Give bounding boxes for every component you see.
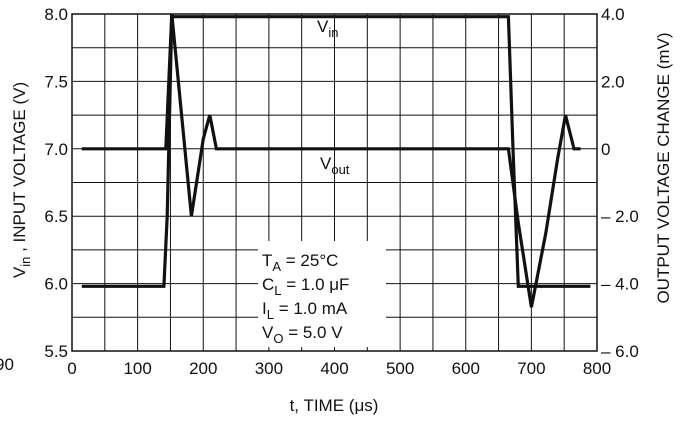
- y-right-tick-label: – 4.0: [601, 275, 639, 294]
- x-tick-label: 700: [517, 359, 545, 378]
- y-right-tick-label: – 6.0: [601, 342, 639, 361]
- x-axis-title: t, TIME (μs): [290, 396, 379, 415]
- series-label-vin: Vin: [317, 17, 338, 40]
- x-tick-label: 0: [67, 359, 76, 378]
- y-left-tick-label: 5.5: [44, 342, 68, 361]
- y-left-tick-label: 7.0: [44, 140, 68, 159]
- annotation-background: [258, 241, 386, 347]
- y-axis-left-title: Vin , INPUT VOLTAGE (V): [10, 82, 33, 278]
- series-label-vout: Vout: [320, 154, 350, 177]
- y-right-tick-label: 2.0: [601, 72, 625, 91]
- x-tick-label: 600: [452, 359, 480, 378]
- series-layer: [81, 13, 591, 308]
- y-left-tick-label: 6.0: [44, 275, 68, 294]
- series-line-v-out: [81, 13, 581, 308]
- ticks: 0 100 200 300 400 500 600 700 800 5.5 6.0 6.5 7.0 7.5…: [44, 5, 638, 378]
- annotation-line: CL = 1.0 μF: [262, 275, 349, 298]
- x-tick-label: 300: [255, 359, 283, 378]
- x-tick-label: 800: [583, 359, 611, 378]
- x-tick-label: 100: [123, 359, 151, 378]
- y-left-tick-label: 7.5: [44, 72, 68, 91]
- cropped-tick-label: 90: [0, 355, 14, 374]
- x-tick-label: 200: [189, 359, 217, 378]
- y-right-tick-label: – 2.0: [601, 207, 639, 226]
- series-line-v-in: [81, 15, 591, 288]
- annotation-line: IL = 1.0 mA: [262, 299, 348, 322]
- y-right-tick-label: 4.0: [601, 5, 625, 24]
- x-tick-label: 400: [320, 359, 348, 378]
- annotation-line: TA = 25°C: [262, 251, 338, 274]
- y-left-tick-label: 8.0: [44, 5, 68, 24]
- y-left-tick-label: 6.5: [44, 207, 68, 226]
- annotation-line: VO = 5.0 V: [262, 323, 343, 346]
- y-axis-right-title: OUTPUT VOLTAGE CHANGE (mV): [654, 32, 673, 303]
- y-right-tick-label: 0: [601, 140, 610, 159]
- x-tick-label: 500: [386, 359, 414, 378]
- plot-frame: [71, 13, 598, 352]
